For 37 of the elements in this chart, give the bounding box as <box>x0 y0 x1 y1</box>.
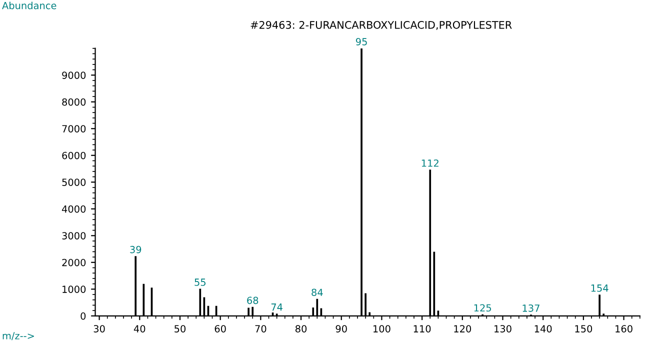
x-tick-label: 160 <box>616 325 632 332</box>
x-tick-label: 60 <box>214 325 226 332</box>
annotation: 55 <box>194 278 206 286</box>
annotation: 137 <box>522 304 540 312</box>
x-tick-label: 70 <box>255 325 266 332</box>
x-tick-label: 100 <box>374 325 390 332</box>
annotation: 125 <box>474 304 492 312</box>
x-tick-label: 130 <box>494 325 512 332</box>
y-tick-label: 1000 <box>62 286 86 293</box>
y-tick-label: 7000 <box>62 125 86 132</box>
y-axis-title: Abundance <box>2 2 56 10</box>
y-tick-label: 6000 <box>62 152 86 160</box>
y-tick-label: 0 <box>80 312 86 320</box>
y-tick-label: 5000 <box>62 178 86 186</box>
x-tick-label: 50 <box>174 325 186 332</box>
x-tick-label: 150 <box>575 325 592 332</box>
annotation: 39 <box>130 246 142 254</box>
x-tick-label: 120 <box>454 325 472 332</box>
x-tick-label: 110 <box>414 325 431 332</box>
y-tick-label: 9000 <box>62 72 86 79</box>
annotation: 154 <box>591 284 608 292</box>
chart-title: #29463: 2-FURANCARBOXYLICACID,PROPYLESTER <box>250 20 512 30</box>
y-tick-label: 2000 <box>62 258 86 266</box>
annotation: 95 <box>356 38 367 46</box>
annotation: 112 <box>422 159 438 167</box>
x-tick-label: 30 <box>94 325 105 332</box>
y-tick-label: 4000 <box>62 205 86 213</box>
x-tick-label: 140 <box>534 325 552 332</box>
annotation: 74 <box>271 304 282 311</box>
x-tick-label: 40 <box>134 325 146 332</box>
x-tick-label: 80 <box>295 325 307 332</box>
annotation: 84 <box>312 288 323 296</box>
y-tick-label: 3000 <box>62 232 86 240</box>
annotation: 68 <box>247 296 258 304</box>
x-tick-label: 90 <box>336 325 347 332</box>
x-axis-title: m/z--> <box>2 332 34 340</box>
y-tick-label: 8000 <box>62 98 86 106</box>
